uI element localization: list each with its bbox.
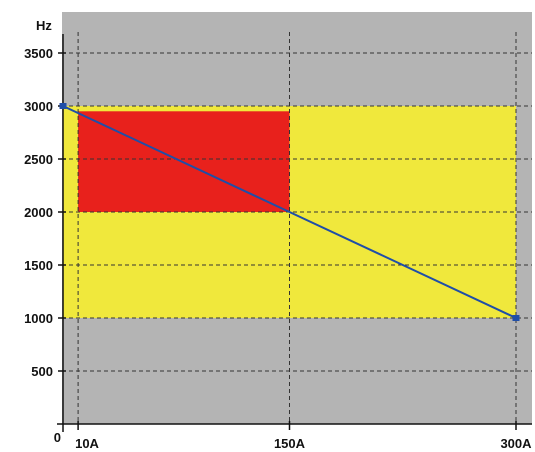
y-tick-label-2000: 2000 — [24, 205, 53, 220]
origin-label: 0 — [54, 430, 61, 445]
series-marker-0 — [59, 103, 67, 109]
x-tick-label-10: 10A — [75, 436, 99, 451]
series-layer — [59, 103, 520, 321]
y-tick-label-3500: 3500 — [24, 46, 53, 61]
series-marker-1 — [512, 315, 520, 321]
x-tick-label-150: 150A — [274, 436, 306, 451]
x-tick-label-300: 300A — [500, 436, 532, 451]
labels-layer: 500 1000 1500 2000 2500 3000 3500 10A 150A 300A 0 H… — [24, 18, 532, 451]
grid-layer — [62, 32, 532, 424]
y-tick-label-2500: 2500 — [24, 152, 53, 167]
axes-layer — [57, 34, 532, 432]
y-tick-label-1000: 1000 — [24, 311, 53, 326]
y-tick-label-1500: 1500 — [24, 258, 53, 273]
y-tick-label-3000: 3000 — [24, 99, 53, 114]
y-axis-unit-label: Hz — [36, 18, 52, 33]
y-tick-label-500: 500 — [31, 364, 53, 379]
series-line-0 — [62, 105, 517, 319]
